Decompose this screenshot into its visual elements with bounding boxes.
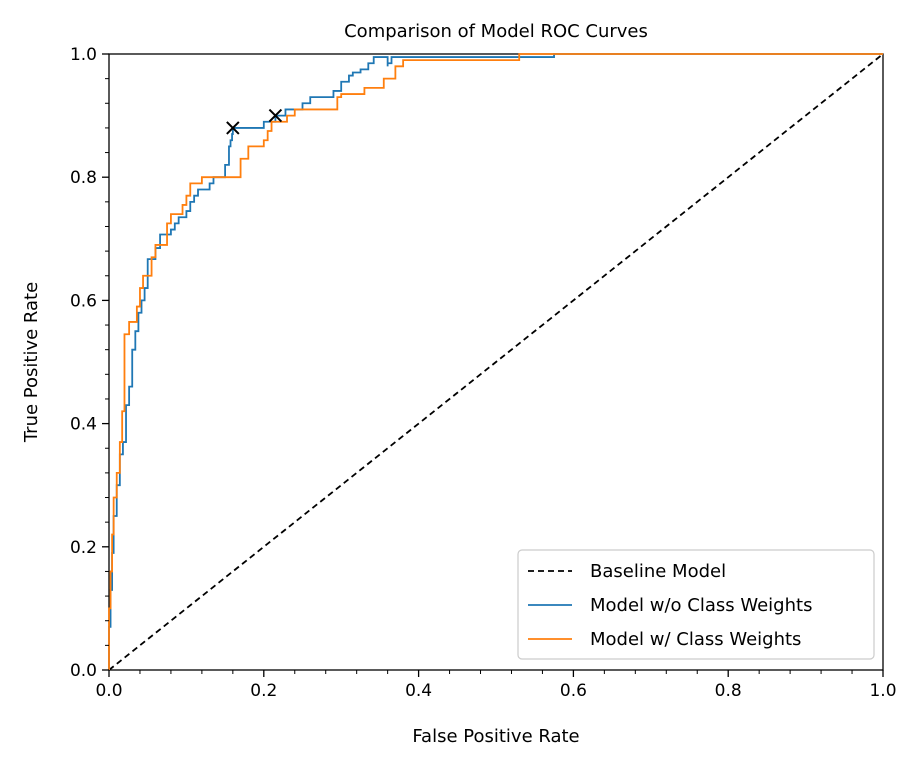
legend-label-1: Model w/o Class Weights: [590, 595, 812, 616]
y-tick-label-1: 0.2: [70, 538, 97, 558]
y-tick-label-3: 0.6: [70, 291, 97, 311]
x-tick-label-2: 0.4: [405, 681, 432, 701]
y-tick-label-5: 1.0: [70, 45, 97, 65]
marker-layer: [226, 108, 283, 135]
legend-label-2: Model w/ Class Weights: [590, 629, 801, 650]
series-line-1: [108, 53, 883, 670]
legend-box: [517, 549, 875, 660]
ticks-layer: 0.0 0.2 0.4 0.6 0.8 1.0 0.0 0.2 0.4 0.6 0.8 1.0: [70, 45, 897, 701]
x-tick-label-0: 0.0: [95, 681, 122, 701]
y-tick-label-2: 0.4: [70, 415, 97, 435]
threshold-marker-1: [268, 108, 283, 123]
y-tick-label-0: 0.0: [70, 661, 97, 681]
series-layer: [108, 53, 884, 671]
y-tick-label-4: 0.8: [70, 168, 97, 188]
x-tick-label-1: 0.2: [250, 681, 277, 701]
legend: Baseline Model Model w/o Class Weights Mod…: [517, 549, 875, 660]
x-tick-label-5: 1.0: [869, 681, 896, 701]
series-line-2: [108, 53, 883, 670]
series-line-0: [108, 53, 884, 671]
plot-frame: [108, 53, 884, 671]
x-tick-label-4: 0.8: [715, 681, 742, 701]
chart-title: Comparison of Model ROC Curves: [344, 21, 648, 42]
y-axis-label: True Positive Rate: [21, 282, 42, 443]
x-tick-label-3: 0.6: [560, 681, 587, 701]
x-axis-label: False Positive Rate: [412, 726, 579, 747]
plot-area: 0.0 0.2 0.4 0.6 0.8 1.0 0.0 0.2 0.4 0.6 0.8 1.0: [70, 45, 897, 701]
legend-label-0: Baseline Model: [590, 561, 726, 582]
threshold-marker-0: [226, 121, 240, 135]
